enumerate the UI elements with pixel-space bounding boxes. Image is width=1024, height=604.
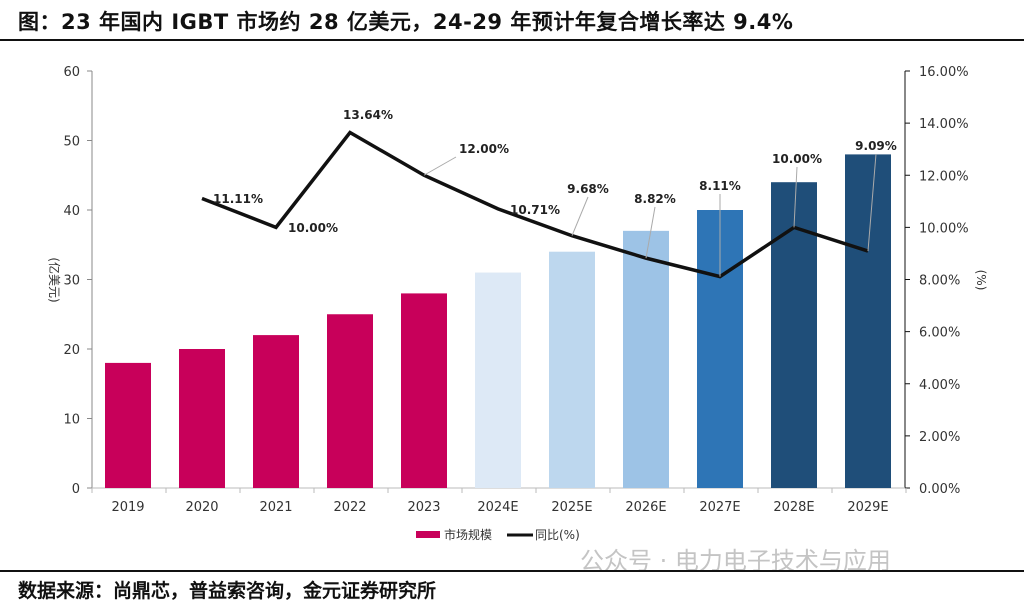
divider — [0, 39, 1024, 41]
legend-swatch-bar — [416, 531, 440, 538]
x-tick-label: 2026E — [625, 500, 666, 515]
right-tick-label: 14.00% — [919, 117, 969, 132]
yoy-label-2023: 12.00% — [459, 142, 509, 156]
yoy-label-2027E: 8.11% — [699, 179, 741, 193]
label-leader — [793, 166, 798, 228]
left-tick-label: 60 — [63, 65, 80, 80]
chart-title: 图：23 年国内 IGBT 市场约 28 亿美元，24-29 年预计年复合增长率… — [18, 10, 794, 34]
x-tick-label: 2025E — [551, 500, 592, 515]
divider — [0, 570, 1024, 572]
bar-2021 — [253, 335, 299, 488]
right-tick-label: 12.00% — [919, 169, 969, 184]
bar-2022 — [327, 314, 373, 488]
bar-2024E — [475, 272, 521, 488]
source-note: 数据来源：尚鼎芯，普益索咨询，金元证券研究所 — [18, 580, 437, 602]
legend-label-bar: 市场规模 — [444, 527, 492, 542]
yoy-line — [201, 130, 869, 279]
x-tick-label: 2027E — [699, 500, 740, 515]
bar-2020 — [179, 349, 225, 488]
x-tick-label: 2021 — [259, 500, 292, 515]
label-leader — [645, 206, 656, 259]
left-tick-label: 50 — [63, 135, 80, 150]
left-tick-label: 10 — [63, 413, 80, 428]
x-tick-label: 2020 — [185, 500, 218, 515]
x-tick-label: 2023 — [407, 500, 440, 515]
right-tick-label: 6.00% — [919, 326, 960, 341]
yoy-label-2021: 10.00% — [288, 221, 338, 235]
bar-2029E — [845, 154, 891, 488]
bar-2019 — [105, 362, 151, 488]
right-tick-label: 16.00% — [919, 65, 969, 80]
left-tick-label: 40 — [63, 204, 80, 219]
yoy-label-2028E: 10.00% — [772, 152, 822, 166]
right-tick-label: 0.00% — [919, 482, 960, 497]
yoy-label-2026E: 8.82% — [634, 192, 676, 206]
bar-2023 — [401, 293, 447, 488]
label-leader — [867, 153, 877, 252]
left-tick-label: 30 — [63, 274, 80, 289]
x-tick-label: 2019 — [111, 500, 144, 515]
yoy-label-2022: 13.64% — [343, 108, 393, 122]
right-axis-label: (%) — [974, 270, 988, 291]
left-tick-label: 20 — [63, 343, 80, 358]
left-tick-label: 0 — [72, 482, 80, 497]
legend-label-line: 同比(%) — [535, 528, 580, 542]
bar-2025E — [549, 251, 595, 488]
label-leader — [571, 196, 589, 236]
x-tick-label: 2028E — [773, 500, 814, 515]
yoy-label-2020: 11.11% — [213, 192, 263, 206]
label-leader — [423, 156, 457, 176]
x-tick-label: 2024E — [477, 500, 518, 515]
right-tick-label: 8.00% — [919, 274, 960, 289]
left-axis-label: (亿美元) — [47, 257, 62, 302]
right-tick-label: 10.00% — [919, 221, 969, 236]
bar-2026E — [623, 230, 669, 488]
right-tick-label: 4.00% — [919, 378, 960, 393]
yoy-label-2029E: 9.09% — [855, 139, 897, 153]
x-tick-label: 2029E — [847, 500, 888, 515]
yoy-label-2025E: 9.68% — [567, 182, 609, 196]
right-tick-label: 2.00% — [919, 430, 960, 445]
x-tick-label: 2022 — [333, 500, 366, 515]
yoy-label-2024E: 10.71% — [510, 203, 560, 217]
